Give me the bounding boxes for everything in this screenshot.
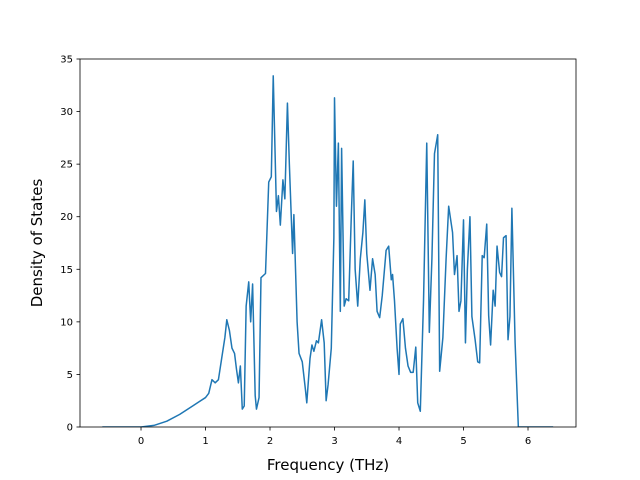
y-tick-label: 30 [60,107,73,118]
x-tick-label: 0 [138,436,144,447]
data-line [102,75,554,427]
y-tick-label: 10 [60,317,73,328]
x-axis-label: Frequency (THz) [267,456,389,474]
x-tick-label: 2 [267,436,273,447]
x-tick-label: 3 [331,436,337,447]
x-tick-label: 5 [460,436,466,447]
x-tick-label: 6 [525,436,531,447]
y-tick-label: 35 [60,55,73,66]
plot-frame [79,58,577,428]
y-axis-label: Density of States [28,179,46,308]
x-tick-label: 1 [202,436,208,447]
y-tick-label: 15 [60,265,73,276]
y-tick-label: 20 [60,212,73,223]
y-tick-label: 25 [60,160,73,171]
y-tick-label: 5 [67,370,73,381]
y-tick-label: 0 [67,423,73,434]
x-tick-label: 4 [396,436,402,447]
